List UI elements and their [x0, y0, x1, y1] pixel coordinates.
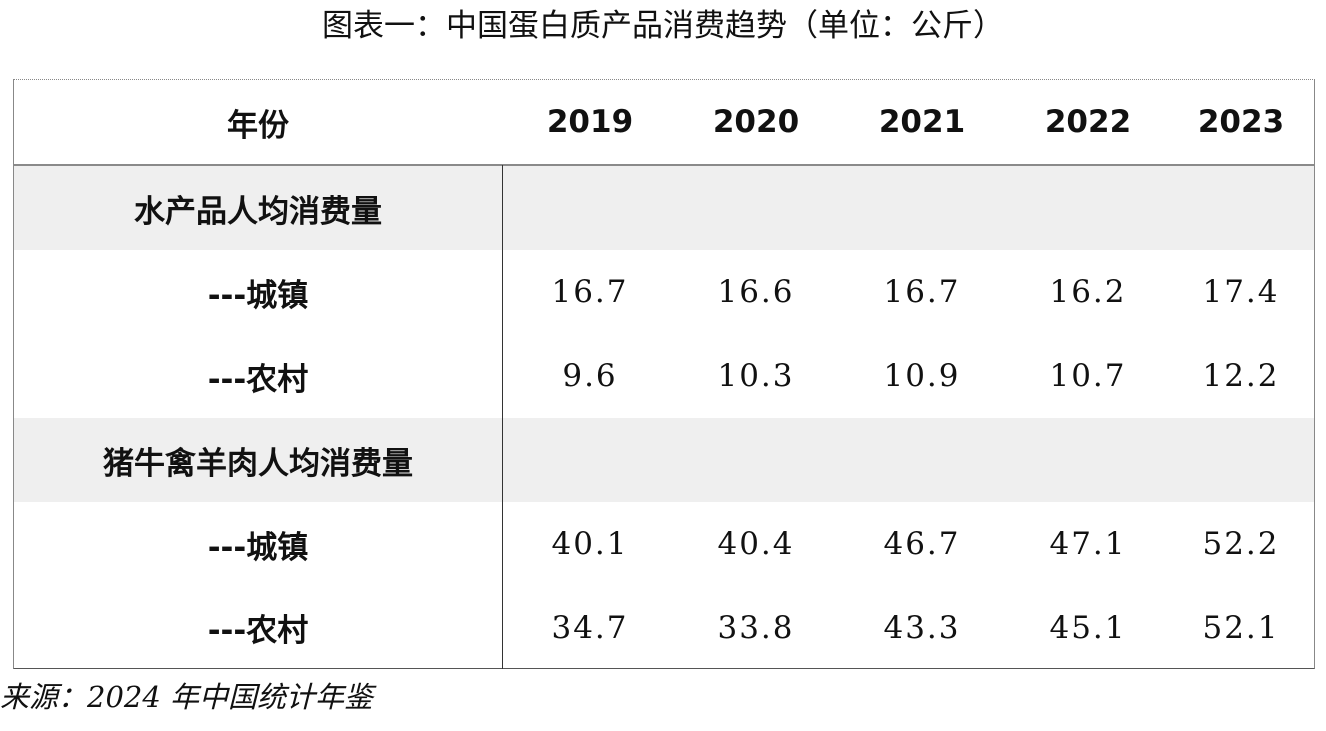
header-year-2023: 2023: [1197, 104, 1285, 140]
consumption-table: 年份 2019 2020 2021 2022 2023 水产品人均消费量 ---…: [13, 79, 1315, 669]
row-label-meat-rural: ---农村: [207, 613, 309, 649]
group-label-aquatic: 水产品人均消费量: [134, 193, 382, 230]
value-cell: 16.7: [883, 274, 961, 310]
value-cell: 33.8: [717, 609, 795, 646]
value-cell: 17.4: [1202, 274, 1280, 310]
group-row-aquatic: 水产品人均消费量: [14, 166, 1314, 250]
header-year-label: 年份: [227, 107, 289, 144]
value-cell: 16.6: [717, 274, 795, 310]
value-cell: 43.3: [883, 609, 961, 646]
table-row: ---城镇 16.7 16.6 16.7 16.2 17.4: [14, 250, 1314, 334]
table-row: ---农村 34.7 33.8 43.3 45.1 52.1: [14, 586, 1314, 669]
group-label-meat: 猪牛禽羊肉人均消费量: [103, 445, 413, 482]
table-header-row: 年份 2019 2020 2021 2022 2023: [14, 80, 1314, 166]
value-cell: 16.2: [1049, 274, 1127, 310]
header-year-2022: 2022: [1044, 104, 1132, 140]
value-cell: 12.2: [1202, 358, 1280, 394]
value-cell: 52.1: [1202, 609, 1280, 646]
value-cell: 16.7: [551, 274, 629, 310]
value-cell: 10.9: [883, 358, 961, 394]
value-cell: 10.3: [717, 358, 795, 394]
value-cell: 34.7: [551, 609, 629, 646]
value-cell: 52.2: [1202, 526, 1280, 562]
value-cell: 47.1: [1049, 526, 1127, 562]
table-row: ---城镇 40.1 40.4 46.7 47.1 52.2: [14, 502, 1314, 586]
column-divider: [502, 165, 503, 669]
row-label-meat-urban: ---城镇: [207, 529, 309, 566]
source-note: 来源：2024 年中国统计年鉴: [0, 680, 374, 714]
header-year-2020: 2020: [712, 104, 800, 140]
value-cell: 40.4: [717, 526, 795, 562]
value-cell: 45.1: [1049, 609, 1127, 646]
value-cell: 40.1: [551, 526, 629, 562]
row-label-aquatic-urban: ---城镇: [207, 277, 309, 314]
header-year-2021: 2021: [878, 104, 966, 140]
header-year-2019: 2019: [546, 104, 634, 140]
value-cell: 46.7: [883, 526, 961, 562]
row-label-aquatic-rural: ---农村: [207, 361, 309, 398]
group-row-meat: 猪牛禽羊肉人均消费量: [14, 418, 1314, 502]
chart-title: 图表一：中国蛋白质产品消费趋势（单位：公斤）: [322, 8, 1004, 44]
table-row: ---农村 9.6 10.3 10.9 10.7 12.2: [14, 334, 1314, 418]
value-cell: 9.6: [562, 358, 618, 394]
value-cell: 10.7: [1049, 358, 1127, 394]
